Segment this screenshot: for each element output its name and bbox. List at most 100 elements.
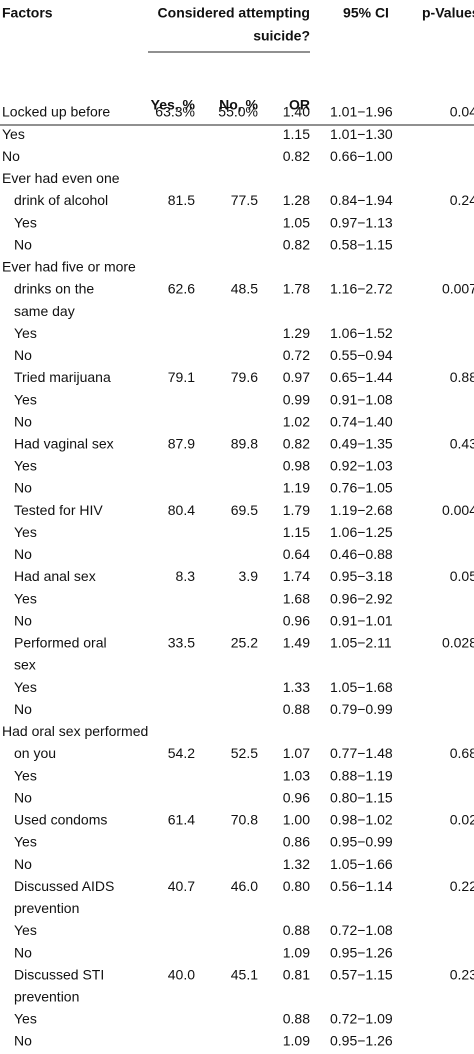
header-p: p-Values — [422, 5, 474, 21]
ci: 0.55−0.94 — [330, 347, 393, 363]
factor: No — [14, 944, 32, 960]
odds-ratio: 1.29 — [283, 325, 310, 341]
odds-ratio: 1.79 — [283, 502, 310, 518]
odds-ratio: 0.80 — [283, 878, 310, 894]
ci: 0.84−1.94 — [330, 192, 393, 208]
factor: drink of alcohol — [14, 192, 108, 208]
odds-ratio: 1.68 — [283, 590, 310, 606]
no-pct: 52.5 — [231, 745, 258, 761]
ci: 1.01−1.30 — [330, 126, 393, 142]
ci: 0.46−0.88 — [330, 546, 393, 562]
yes-pct: 40.0 — [168, 966, 195, 982]
p-value: 0.68 — [450, 745, 474, 761]
odds-ratio: 1.40 — [283, 104, 310, 120]
odds-ratio: 1.74 — [283, 568, 310, 584]
odds-ratio: 0.81 — [283, 966, 310, 982]
odds-ratio: 0.96 — [283, 612, 310, 628]
odds-ratio: 0.96 — [283, 789, 310, 805]
header-group: suicide? — [253, 28, 310, 44]
odds-ratio: 1.33 — [283, 679, 310, 695]
ci: 1.05−1.68 — [330, 679, 393, 695]
factor: No — [14, 856, 32, 872]
ci: 0.95−1.26 — [330, 944, 393, 960]
factor: No — [14, 546, 32, 562]
odds-ratio: 1.15 — [283, 126, 310, 142]
ci: 1.05−2.11 — [330, 635, 392, 651]
factor: No — [14, 789, 32, 805]
odds-ratio: 1.15 — [283, 524, 310, 540]
factor: Yes — [14, 214, 37, 230]
p-value: 0.88 — [450, 369, 474, 385]
factor: Yes — [14, 767, 37, 783]
header-group: Considered attempting — [158, 5, 310, 21]
ci: 0.56−1.14 — [330, 878, 393, 894]
odds-ratio: 0.88 — [283, 922, 310, 938]
p-value: 0.22 — [450, 878, 474, 894]
odds-ratio: 0.88 — [283, 1011, 310, 1027]
factor: on you — [14, 745, 56, 761]
ci: 0.91−1.01 — [330, 612, 393, 628]
yes-pct: 33.5 — [168, 635, 195, 651]
odds-ratio: 1.03 — [283, 767, 310, 783]
odds-ratio: 0.86 — [283, 834, 310, 850]
factor: No — [14, 236, 32, 252]
header-factors: Factors — [2, 5, 53, 21]
ci: 0.97−1.13 — [330, 214, 393, 230]
factor: Performed oral — [14, 635, 107, 651]
factor: prevention — [14, 989, 79, 1005]
header-or: OR — [289, 97, 310, 113]
ci: 0.92−1.03 — [330, 458, 393, 474]
yes-pct: 81.5 — [168, 192, 195, 208]
factor: No — [14, 1033, 32, 1049]
p-value: 0.23 — [450, 966, 474, 982]
factor: Tried marijuana — [14, 369, 111, 385]
no-pct: 69.5 — [231, 502, 258, 518]
ci: 0.88−1.19 — [330, 767, 393, 783]
p-value: 0.04 — [450, 104, 474, 120]
no-pct: 45.1 — [231, 966, 258, 982]
ci: 0.98−1.02 — [330, 812, 393, 828]
factor: Ever had five or more — [2, 259, 136, 275]
odds-ratio: 1.49 — [283, 635, 310, 651]
odds-ratio: 1.78 — [283, 281, 310, 297]
factor: Yes — [14, 524, 37, 540]
no-pct: 3.9 — [239, 568, 259, 584]
ci: 0.79−0.99 — [330, 701, 393, 717]
factor: prevention — [14, 900, 79, 916]
ci: 0.77−1.48 — [330, 745, 393, 761]
yes-pct: 62.6 — [168, 281, 195, 297]
ci: 0.95−1.26 — [330, 1033, 393, 1049]
ci: 0.58−1.15 — [330, 236, 393, 252]
factor: No — [2, 148, 20, 164]
p-value: 0.007 — [442, 281, 474, 297]
factor: No — [14, 612, 32, 628]
ci: 1.05−1.66 — [330, 856, 393, 872]
ci: 0.95−0.99 — [330, 834, 393, 850]
no-pct: 46.0 — [231, 878, 258, 894]
factor: Ever had even one — [2, 170, 120, 186]
factor: No — [14, 480, 32, 496]
ci: 0.72−1.08 — [330, 922, 393, 938]
factor: Yes — [14, 391, 37, 407]
factor: Yes — [14, 325, 37, 341]
factor: Yes — [14, 679, 37, 695]
p-value: 0.24 — [450, 192, 474, 208]
factor: Yes — [2, 126, 25, 142]
yes-pct: 79.1 — [168, 369, 195, 385]
yes-pct: 54.2 — [168, 745, 195, 761]
p-value: 0.05 — [450, 568, 474, 584]
odds-ratio: 0.82 — [283, 436, 310, 452]
odds-ratio: 1.28 — [283, 192, 310, 208]
ci: 0.49−1.35 — [330, 436, 393, 452]
odds-ratio: 0.98 — [283, 458, 310, 474]
ci: 0.95−3.18 — [330, 568, 393, 584]
factor: Yes — [14, 1011, 37, 1027]
factor: Tested for HIV — [14, 502, 103, 518]
factor: Discussed STI — [14, 966, 104, 982]
ci: 0.65−1.44 — [330, 369, 393, 385]
no-pct: 70.8 — [231, 812, 258, 828]
yes-pct: 63.3% — [155, 104, 195, 120]
p-value: 0.028 — [442, 635, 474, 651]
